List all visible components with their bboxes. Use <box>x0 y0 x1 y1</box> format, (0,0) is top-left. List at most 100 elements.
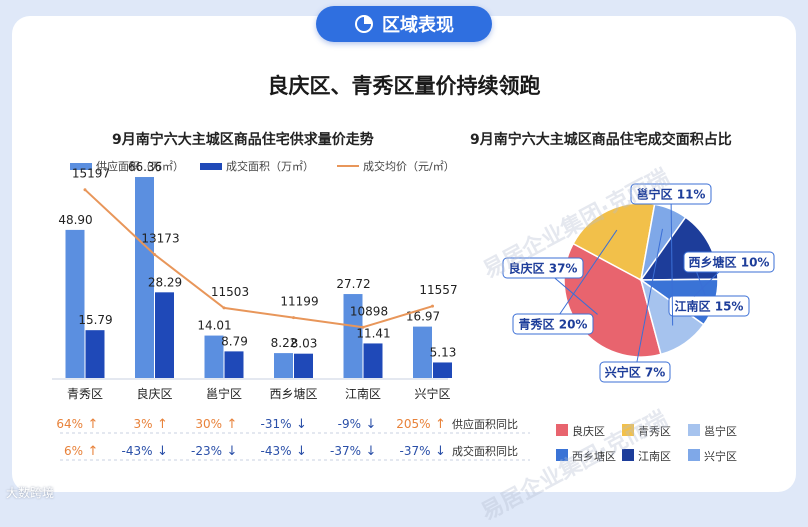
bar-supply <box>343 294 363 378</box>
pie-label-box <box>668 295 750 317</box>
legend-supply: 供应面积（万㎡） <box>70 158 184 174</box>
bar-deal <box>294 353 313 378</box>
x-tick-label: 良庆区 <box>136 386 172 401</box>
price-point <box>153 252 156 256</box>
pie-label: 江南区 15% <box>675 299 744 314</box>
pie-legend-swatch <box>688 424 700 436</box>
bar-supply-label: 27.72 <box>336 277 370 291</box>
yoy-value: 205% <box>396 417 430 431</box>
right-chart-title: 9月南宁六大主城区商品住宅成交面积占比 <box>470 132 732 148</box>
yoy-value: -43% <box>260 444 291 458</box>
bar-deal <box>363 343 383 378</box>
arrow-up-icon: ↑ <box>435 417 446 432</box>
x-tick-label: 青秀区 <box>67 387 103 401</box>
x-tick-label: 邕宁区 <box>206 386 242 401</box>
bar-deal-label: 28.29 <box>148 275 182 289</box>
arrow-down-icon: ↓ <box>157 444 168 459</box>
x-tick-label: 兴宁区 <box>414 386 450 401</box>
price-label: 15197 <box>72 167 110 181</box>
pie-legend-label: 良庆区 <box>572 424 605 438</box>
bar-supply-label: 66.36 <box>128 160 162 174</box>
bar-deal-label: 15.79 <box>78 313 112 327</box>
section-label: 区域表现 <box>382 15 454 36</box>
price-point <box>361 325 365 329</box>
bar-supply <box>413 326 432 378</box>
pie-legend-swatch <box>556 449 568 461</box>
legend-supply-swatch <box>70 162 92 170</box>
yoy-value: -37% <box>330 444 361 458</box>
legend-deal: 成交面积（万㎡） <box>200 158 314 174</box>
yoy-row-label: 供应面积同比 <box>452 417 518 431</box>
bar-supply <box>274 353 293 378</box>
price-point <box>431 304 434 308</box>
legend-supply-label: 供应面积（万㎡） <box>96 160 184 173</box>
pie-legend-swatch <box>556 424 568 436</box>
pie-label-box <box>630 183 712 205</box>
corner-brand: 大数跨境 <box>6 486 55 500</box>
price-point <box>222 306 226 310</box>
legend-price-line <box>337 165 359 167</box>
yoy-value: 30% <box>195 417 222 431</box>
bar-supply-label: 14.01 <box>197 319 231 333</box>
pie-chart: 良庆区 37% 青秀区 20% 兴宁区 7% 江南区 15% 西乡塘区 10% 邕宁区 1… <box>502 183 775 463</box>
pie-chart-icon <box>355 15 373 33</box>
yoy-value: -37% <box>399 444 430 458</box>
price-label: 13173 <box>141 231 179 245</box>
yoy-value: -43% <box>121 444 152 458</box>
bar-supply-label: 48.90 <box>58 213 92 227</box>
legend-price: 成交均价（元/㎡） <box>337 158 455 174</box>
pie-label-box <box>512 313 594 335</box>
pie-leader-line <box>634 228 663 373</box>
pie-label: 良庆区 37% <box>509 261 578 276</box>
pie-legend-label: 西乡塘区 <box>572 449 616 463</box>
arrow-down-icon: ↓ <box>435 444 446 459</box>
arrow-down-icon: ↓ <box>296 444 307 459</box>
bar-deal <box>85 330 105 378</box>
x-tick-label: 西乡塘区 <box>269 386 317 401</box>
pie-legend-label: 邕宁区 <box>704 424 737 438</box>
price-label: 11557 <box>419 283 457 297</box>
yoy-value: -23% <box>191 444 222 458</box>
bar-deal-label: 8.03 <box>291 337 318 351</box>
price-label: 10898 <box>350 304 388 318</box>
bar-deal-label: 5.13 <box>430 345 457 359</box>
arrow-up-icon: ↑ <box>227 417 238 432</box>
legend-deal-label: 成交面积（万㎡） <box>226 160 314 173</box>
legend-deal-swatch <box>200 162 222 170</box>
left-chart-title: 9月南宁六大主城区商品住宅供求量价走势 <box>112 132 374 148</box>
bar-line-chart: 48.90 15.79 青秀区 66.36 28.29 良庆区 14.018.79 邕宁区 8.… <box>52 160 530 461</box>
price-label: 11503 <box>211 285 249 299</box>
bar-supply <box>65 229 85 378</box>
pie-label: 西乡塘区 10% <box>689 255 770 270</box>
price-label: 11199 <box>280 295 318 309</box>
arrow-down-icon: ↓ <box>366 444 377 459</box>
bar-supply <box>204 335 224 378</box>
legend-price-label: 成交均价（元/㎡） <box>363 160 455 173</box>
arrow-up-icon: ↑ <box>88 444 99 459</box>
x-tick-label: 江南区 <box>345 386 381 401</box>
pie-legend-label: 青秀区 <box>638 425 671 438</box>
arrow-down-icon: ↓ <box>366 417 377 432</box>
price-line <box>84 188 433 329</box>
pie-legend-label: 兴宁区 <box>704 449 737 463</box>
bar-deal-label: 8.79 <box>221 334 248 348</box>
pie-leader-line <box>670 193 674 326</box>
price-point <box>83 188 87 192</box>
section-pill: 区域表现 <box>316 6 492 42</box>
yoy-value: 6% <box>64 444 83 458</box>
yoy-row-label: 成交面积同比 <box>452 444 518 458</box>
page-headline: 良庆区、青秀区量价持续领跑 <box>267 74 541 98</box>
yoy-value: 64% <box>56 417 83 431</box>
bar-supply-label: 16.97 <box>406 310 440 324</box>
bar-deal <box>224 351 244 378</box>
pie-legend-swatch <box>688 449 700 461</box>
pie-label-box <box>599 361 671 383</box>
bar-supply-label: 8.22 <box>271 336 298 350</box>
yoy-value: 3% <box>133 417 152 431</box>
pie-legend-swatch <box>622 449 634 461</box>
bar-deal-label: 11.41 <box>356 326 390 340</box>
pie-label: 青秀区 20% <box>519 317 588 332</box>
pie-label-box <box>683 251 775 273</box>
arrow-up-icon: ↑ <box>88 417 99 432</box>
arrow-down-icon: ↓ <box>296 417 307 432</box>
